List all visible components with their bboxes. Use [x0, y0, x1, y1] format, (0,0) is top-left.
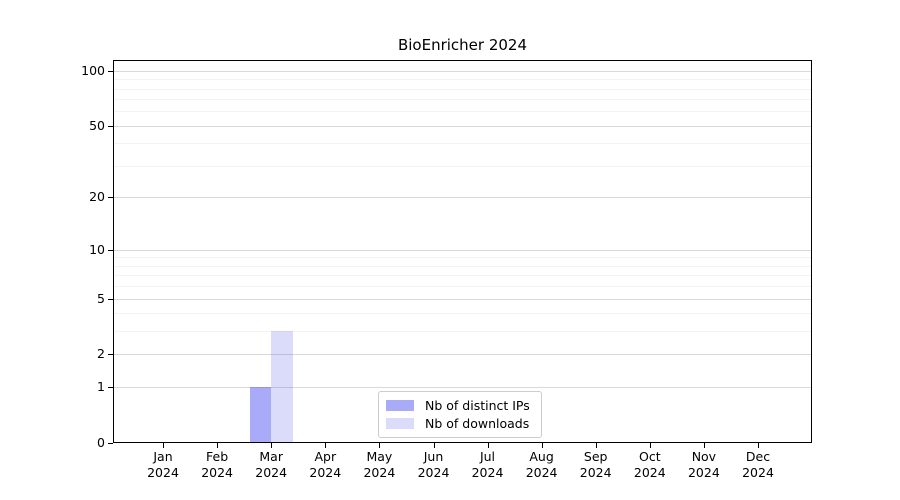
x-tick-label: Jul 2024 — [464, 449, 512, 481]
x-tick — [758, 443, 759, 448]
legend-item-downloads: Nb of downloads — [386, 416, 532, 431]
gridline-minor — [113, 331, 812, 333]
x-tick — [433, 443, 435, 448]
x-tick-year: 2024 — [742, 465, 774, 480]
x-tick-year: 2024 — [471, 465, 504, 480]
legend: Nb of distinct IPs Nb of downloads — [378, 391, 542, 438]
y-tick — [108, 249, 113, 251]
x-tick-month: Nov — [691, 449, 717, 464]
chart-title: BioEnricher 2024 — [397, 36, 528, 54]
legend-label-distinct-ips: Nb of distinct IPs — [425, 398, 530, 413]
x-tick-year: 2024 — [147, 465, 179, 480]
gridline-major — [113, 125, 812, 127]
y-tick — [108, 125, 113, 127]
legend-item-distinct-ips: Nb of distinct IPs — [386, 398, 532, 413]
gridline-major — [113, 387, 812, 389]
gridline-minor — [113, 166, 812, 167]
plot-area — [113, 60, 812, 443]
x-tick-label: Feb 2024 — [193, 449, 241, 481]
legend-label-downloads: Nb of downloads — [425, 416, 530, 431]
x-tick — [541, 443, 543, 448]
x-tick-month: Sep — [583, 449, 608, 464]
y-tick-label: 50 — [89, 117, 105, 133]
x-tick — [325, 443, 327, 448]
x-tick-label: Aug 2024 — [518, 449, 566, 481]
y-tick-label: 0 — [97, 435, 105, 450]
x-tick-year: 2024 — [255, 465, 288, 480]
x-tick-month: Aug — [529, 449, 554, 464]
x-tick-label: Jan 2024 — [139, 449, 187, 481]
x-tick-label: Jun 2024 — [410, 449, 458, 481]
y-tick — [108, 70, 113, 72]
gridline-major — [113, 249, 812, 251]
x-tick-month: Dec — [745, 449, 771, 464]
x-tick-label: Apr 2024 — [301, 449, 349, 481]
legend-swatch-downloads-icon — [386, 418, 414, 429]
y-tick — [108, 197, 113, 199]
x-tick — [379, 443, 381, 448]
x-tick-month: Jan — [153, 449, 173, 464]
x-tick — [703, 443, 705, 448]
x-tick-year: 2024 — [633, 465, 666, 480]
x-tick-label: May 2024 — [355, 449, 403, 481]
x-tick-month: May — [366, 449, 393, 464]
x-tick — [649, 443, 651, 448]
legend-swatch-distinct-ips-icon — [386, 400, 414, 411]
x-tick-label: Nov 2024 — [680, 449, 728, 481]
bar-downloads — [271, 331, 293, 443]
x-tick — [595, 443, 597, 448]
x-tick-month: Mar — [259, 449, 283, 464]
x-tick-month: Oct — [638, 449, 661, 464]
x-tick-label: Dec 2024 — [734, 449, 782, 481]
x-tick-month: Jul — [479, 449, 496, 464]
gridline-major — [113, 354, 812, 356]
x-tick-month: Feb — [206, 449, 229, 464]
gridline-minor — [113, 257, 812, 259]
gridline-minor — [113, 111, 812, 113]
y-tick-label: 10 — [89, 241, 105, 257]
gridline-major — [113, 298, 812, 300]
y-tick — [108, 387, 113, 389]
x-tick-year: 2024 — [417, 465, 450, 480]
x-tick-month: Apr — [314, 449, 337, 464]
y-tick-label: 20 — [89, 189, 105, 205]
x-tick — [163, 443, 164, 448]
gridline-minor — [113, 286, 812, 287]
x-tick-year: 2024 — [309, 465, 342, 480]
gridline-major — [113, 70, 812, 72]
x-tick-label: Sep 2024 — [572, 449, 620, 481]
x-tick-label: Oct 2024 — [626, 449, 674, 481]
plot-border — [113, 60, 812, 443]
x-tick — [271, 443, 273, 448]
gridline-minor — [113, 143, 812, 145]
gridline-minor — [113, 313, 812, 315]
y-tick-label: 1 — [97, 379, 105, 395]
y-tick — [108, 298, 113, 300]
x-tick-year: 2024 — [687, 465, 720, 480]
gridline-minor — [113, 265, 812, 267]
x-tick-month: Jun — [423, 449, 444, 464]
y-tick — [108, 443, 113, 444]
x-tick-year: 2024 — [201, 465, 233, 480]
x-tick-label: Mar 2024 — [247, 449, 295, 481]
gridline-minor — [113, 79, 812, 81]
gridline-minor — [113, 275, 812, 277]
y-tick-label: 2 — [97, 346, 105, 362]
bar-distinct-ips — [249, 387, 272, 443]
x-tick — [217, 443, 219, 448]
gridline-minor — [113, 99, 812, 101]
x-tick-year: 2024 — [579, 465, 612, 480]
gridline-major — [113, 197, 812, 199]
x-tick — [487, 443, 489, 448]
y-tick — [108, 354, 113, 356]
y-tick-label: 100 — [81, 62, 105, 78]
x-tick-year: 2024 — [525, 465, 558, 480]
gridline-minor — [113, 88, 812, 90]
y-tick-label: 5 — [97, 290, 105, 306]
x-tick-year: 2024 — [363, 465, 396, 480]
